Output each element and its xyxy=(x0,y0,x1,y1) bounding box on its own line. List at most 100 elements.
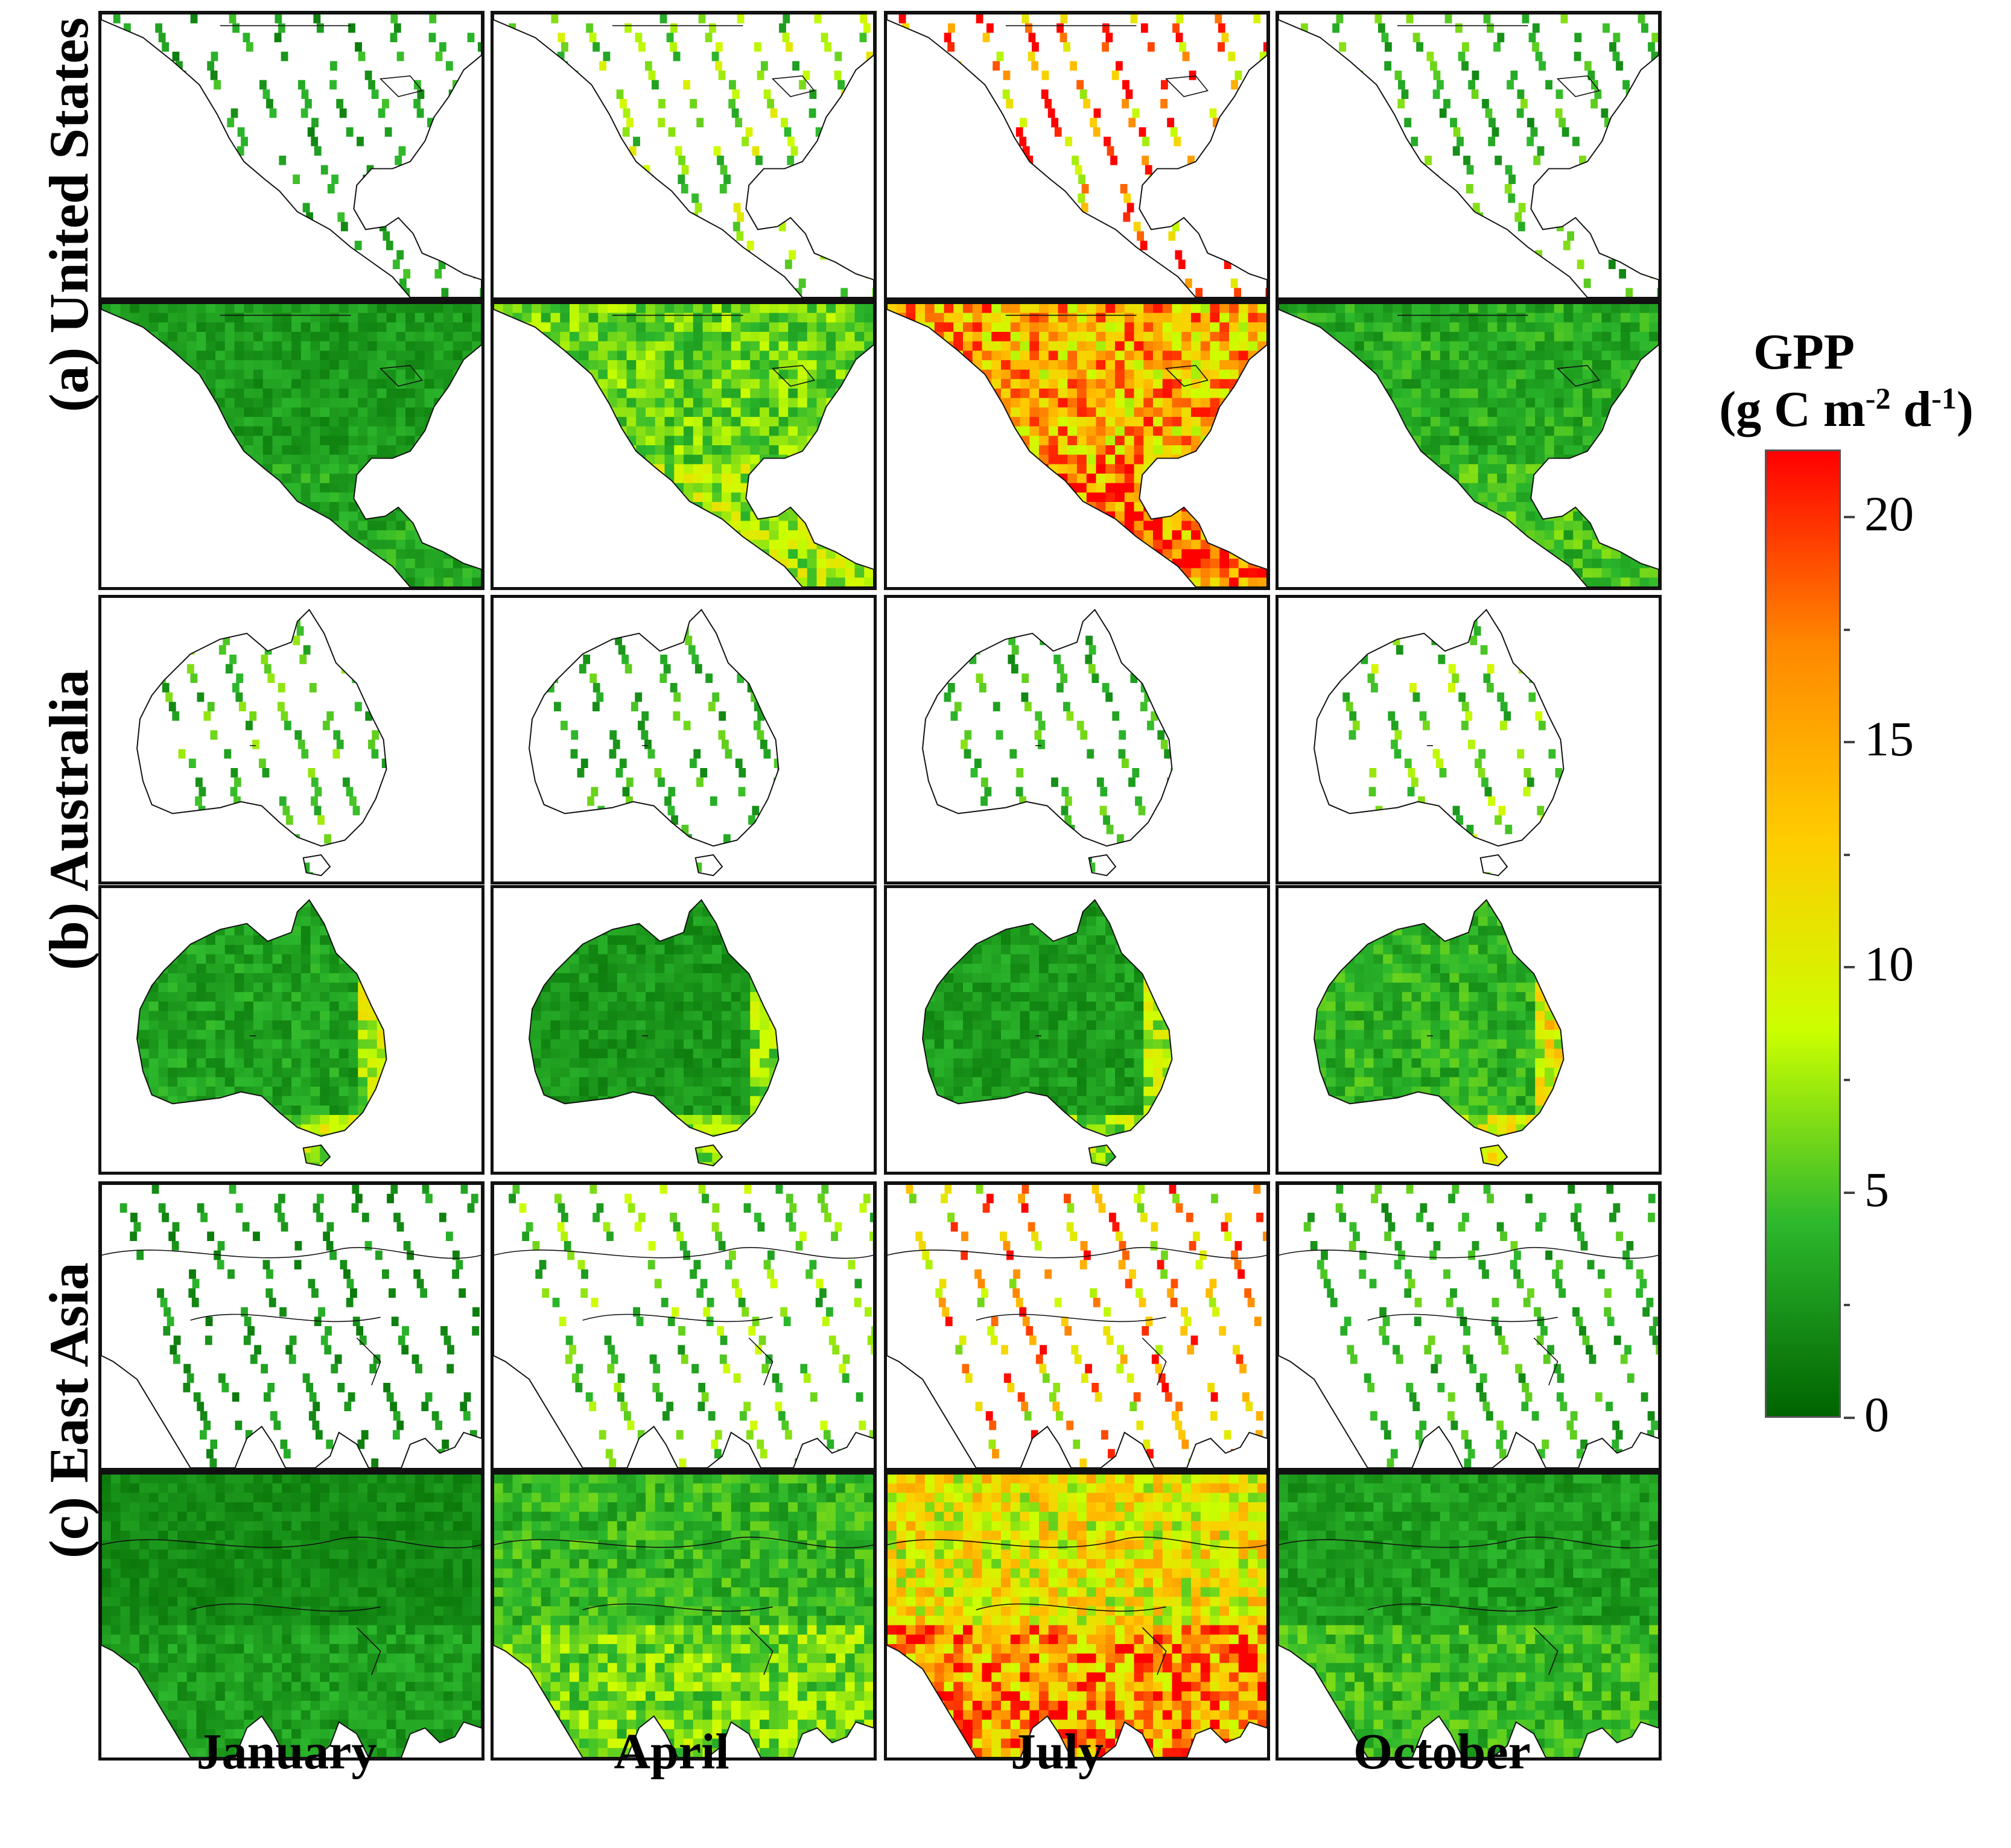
map-panel-us-january-swath xyxy=(98,11,484,300)
coastline xyxy=(1314,899,1565,1167)
map-panel-ea-july-continuous xyxy=(884,1471,1270,1761)
border-line xyxy=(1556,364,1600,387)
coastline xyxy=(529,899,780,1167)
border-line xyxy=(1164,364,1209,387)
colorbar-tick-mark-0 xyxy=(1844,1417,1855,1419)
map-panel-ea-july-swath xyxy=(884,1181,1270,1471)
border-line xyxy=(976,1313,1166,1322)
border-line xyxy=(1367,1313,1558,1322)
border-line xyxy=(1279,1536,1659,1549)
colorbar-minor-tick xyxy=(1844,1079,1850,1082)
border-line xyxy=(976,1603,1166,1612)
col-label-january: January xyxy=(196,1724,377,1780)
coastline xyxy=(494,303,874,587)
row-label-australia: (b) Australia xyxy=(38,669,100,970)
gpp-field xyxy=(101,1474,481,1758)
gpp-field xyxy=(494,1474,874,1758)
map-panel-ea-april-continuous xyxy=(491,1471,877,1761)
map-panel-au-april-swath xyxy=(491,595,877,884)
colorbar-tick-label-15: 15 xyxy=(1864,711,1914,767)
swath-cells xyxy=(1301,14,1659,297)
coastline xyxy=(922,899,1173,1167)
colorbar-unit-mid: d xyxy=(1890,381,1932,437)
coastline xyxy=(1314,609,1565,877)
map-panel-ea-april-swath xyxy=(491,1181,877,1471)
border-line xyxy=(190,1313,381,1322)
colorbar-unit-suffix: ) xyxy=(1956,381,1974,437)
border-line xyxy=(771,364,815,387)
colorbar-unit-sup-d: -1 xyxy=(1931,381,1957,415)
coastline xyxy=(494,1474,874,1758)
map-panel-au-october-continuous xyxy=(1276,885,1662,1175)
map-panel-ea-october-continuous xyxy=(1276,1471,1662,1761)
colorbar-title-line2: (g C m-2 d-1) xyxy=(1689,380,2003,439)
colorbar-tick-mark-20 xyxy=(1844,515,1855,518)
gpp-field xyxy=(887,1474,1267,1758)
border-line xyxy=(356,1627,381,1675)
coastline xyxy=(1279,14,1659,297)
border-line xyxy=(771,75,815,97)
border-line xyxy=(1533,1338,1558,1386)
border-line xyxy=(1142,1338,1167,1386)
border-line xyxy=(1556,75,1600,97)
swath-cells xyxy=(1303,1184,1659,1468)
map-panel-us-january-continuous xyxy=(98,300,484,590)
gpp-field xyxy=(494,303,874,587)
swath-cells xyxy=(906,1184,1267,1468)
border-line xyxy=(1533,1627,1558,1675)
coastline xyxy=(922,609,1173,877)
map-panel-ea-january-continuous xyxy=(98,1471,484,1761)
col-label-july: July xyxy=(1010,1724,1104,1780)
colorbar-minor-tick xyxy=(1844,628,1850,631)
coastline xyxy=(887,1184,1267,1468)
map-panel-us-october-continuous xyxy=(1276,300,1662,590)
swath-cells xyxy=(119,1184,481,1468)
map-panel-au-july-swath xyxy=(884,595,1270,884)
border-line xyxy=(748,1338,774,1386)
coastline xyxy=(494,14,874,297)
map-panel-us-july-swath xyxy=(884,11,1270,300)
coastline xyxy=(1279,1184,1659,1468)
map-panel-au-january-continuous xyxy=(98,885,484,1175)
gpp-field xyxy=(1279,1474,1659,1758)
coastline xyxy=(494,1184,874,1468)
col-label-april: April xyxy=(614,1724,729,1780)
swath-cells xyxy=(529,609,779,876)
border-line xyxy=(494,1536,874,1549)
coastline xyxy=(887,303,1267,587)
gpp-field xyxy=(887,303,1267,587)
map-panel-us-april-swath xyxy=(491,11,877,300)
swath-cells xyxy=(509,1184,874,1468)
border-line xyxy=(379,364,423,387)
coastline xyxy=(101,14,481,297)
coastline xyxy=(136,609,387,877)
colorbar-tick-mark-10 xyxy=(1844,966,1855,969)
border-line xyxy=(494,1246,874,1259)
coastline xyxy=(101,303,481,587)
border-line xyxy=(582,1603,773,1612)
gpp-field xyxy=(1279,303,1659,587)
coastline xyxy=(887,14,1267,297)
border-line xyxy=(1367,1603,1558,1612)
colorbar-tick-label-0: 0 xyxy=(1864,1387,1889,1442)
colorbar-tick-label-10: 10 xyxy=(1864,936,1914,992)
colorbar-tick-mark-5 xyxy=(1844,1191,1855,1194)
border-line xyxy=(748,1627,774,1675)
row-label-united-states: (a) United States xyxy=(38,17,100,412)
map-panel-us-october-swath xyxy=(1276,11,1662,300)
coastline xyxy=(101,1474,481,1758)
colorbar-unit-sup-m: -2 xyxy=(1865,381,1891,415)
coastline xyxy=(136,899,387,1167)
row-label-east-asia: (c) East Asia xyxy=(38,1262,100,1558)
border-line xyxy=(1279,1246,1659,1259)
border-line xyxy=(101,1246,481,1259)
coastline xyxy=(1279,1474,1659,1758)
border-line xyxy=(1142,1627,1167,1675)
colorbar-minor-tick xyxy=(1844,1304,1850,1307)
border-line xyxy=(1164,75,1209,97)
border-line xyxy=(101,1536,481,1549)
swath-cells xyxy=(923,609,1172,876)
map-panel-au-january-swath xyxy=(98,595,484,884)
border-line xyxy=(356,1338,381,1386)
